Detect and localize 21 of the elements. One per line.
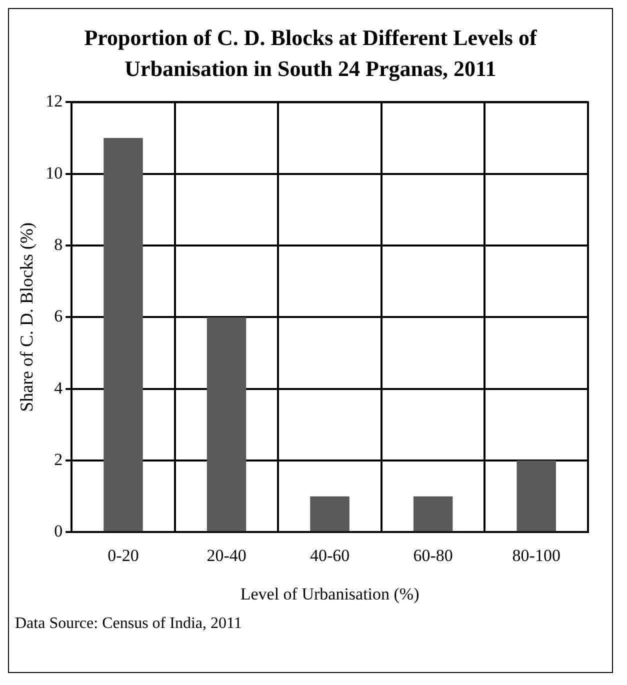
y-tick-label: 8	[54, 234, 63, 254]
y-tick-label: 10	[46, 162, 63, 182]
bar	[310, 496, 350, 531]
source-note: Data Source: Census of India, 2011	[15, 614, 243, 633]
bar	[104, 138, 143, 531]
bar	[516, 460, 556, 531]
x-axis-title: Level of Urbanisation (%)	[240, 584, 420, 603]
y-tick-label: 12	[46, 91, 63, 110]
bar	[206, 316, 246, 531]
y-axis-title: Share of C. D. Blocks (%)	[16, 222, 37, 412]
x-tick-label: 0-20	[108, 545, 139, 564]
chart-title: Proportion of C. D. Blocks at Different Levels of Urbanisation in South 24 Prganas, 2011	[83, 24, 538, 83]
bar	[413, 496, 453, 531]
y-tick-label: 2	[54, 450, 63, 469]
y-tick-label: 0	[54, 521, 63, 540]
y-tick-label: 4	[54, 378, 64, 397]
y-tick-label: 6	[54, 306, 63, 326]
x-tick-label: 20-40	[206, 545, 246, 564]
x-tick-label: 80-100	[512, 545, 560, 564]
x-tick-label: 40-60	[310, 545, 350, 564]
x-tick-label: 60-80	[413, 545, 453, 564]
